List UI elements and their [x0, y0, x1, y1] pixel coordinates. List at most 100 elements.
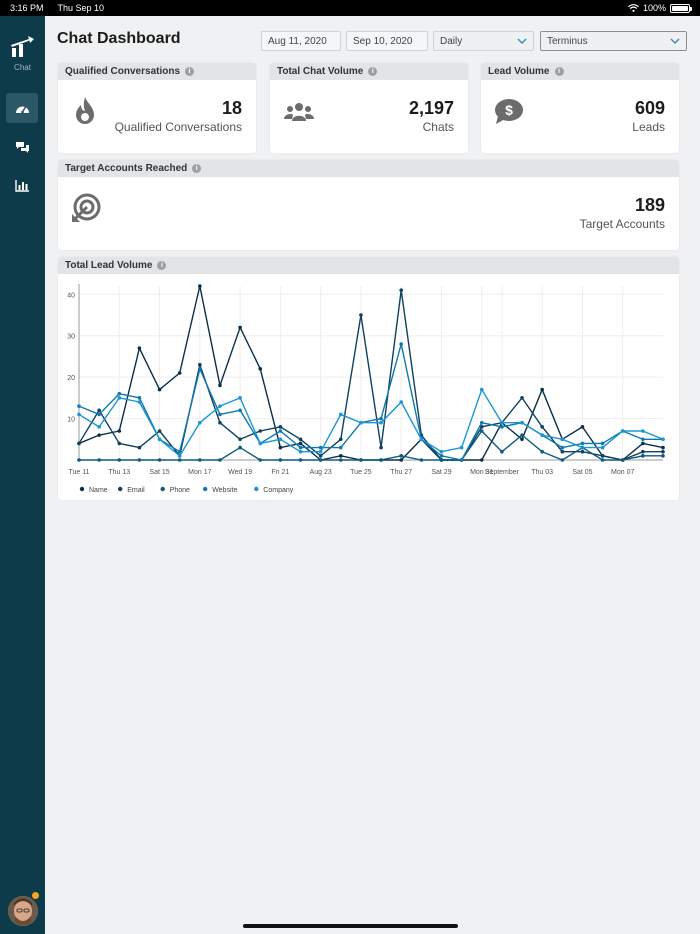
interval-select[interactable]: Daily	[433, 31, 534, 51]
status-date: Thu Sep 10	[57, 3, 105, 13]
data-point-phone	[318, 458, 323, 462]
data-point-website	[97, 412, 101, 417]
data-point-email	[661, 449, 665, 454]
legend-label-company: Company	[263, 487, 293, 494]
data-point-website	[580, 441, 585, 446]
kpi-label: Chats	[422, 120, 454, 134]
info-icon[interactable]: i	[554, 67, 564, 76]
data-point-phone	[520, 433, 524, 437]
kpi-value: 2,197	[408, 98, 454, 118]
data-point-company	[278, 437, 283, 442]
info-icon[interactable]: i	[157, 261, 167, 270]
lead-volume-chart: 10 20 30 40 Tue 11 Thu 13 Sat 15 Mon 17 Wed 19 Fr…	[67, 284, 665, 494]
status-right: 100%	[628, 3, 692, 13]
data-point-phone	[359, 458, 363, 462]
data-point-name	[97, 433, 101, 437]
data-point-phone	[620, 458, 625, 462]
data-point-phone	[560, 458, 565, 462]
data-point-website	[600, 441, 605, 446]
data-point-email	[318, 454, 323, 458]
data-point-website	[77, 404, 81, 408]
x-tick-label: Wed 19	[228, 469, 252, 476]
data-point-company	[459, 445, 464, 450]
terminus-logo-icon[interactable]	[10, 36, 35, 58]
sidebar-item-dashboard[interactable]	[6, 93, 38, 123]
data-point-phone	[218, 458, 222, 462]
chevron-down-icon	[517, 38, 527, 44]
data-point-email	[379, 445, 383, 450]
page-title: Chat Dashboard	[57, 30, 181, 47]
sidebar-item-reports[interactable]	[6, 171, 38, 201]
home-indicator	[243, 924, 458, 928]
data-point-company	[379, 420, 383, 425]
data-point-company	[318, 449, 323, 454]
y-tick-label: 30	[67, 334, 75, 341]
x-tick-label: Thu 13	[108, 469, 130, 476]
end-date-input[interactable]: Sep 10, 2020	[346, 31, 428, 51]
account-select[interactable]: Terminus	[540, 31, 687, 51]
x-tick-label: Mon 07	[611, 469, 634, 476]
data-point-company	[520, 420, 524, 425]
x-tick-label: September	[485, 469, 520, 476]
data-point-email	[359, 313, 363, 317]
data-point-email	[600, 454, 605, 458]
x-tick-label: Sat 15	[149, 469, 169, 476]
x-tick-label: Sat 29	[431, 469, 451, 476]
lead-volume-card: Lead Volume i $ 609 Leads	[481, 63, 679, 153]
data-point-company	[641, 429, 645, 433]
account-value: Terminus	[547, 35, 588, 47]
info-icon[interactable]: i	[368, 67, 378, 76]
x-tick-label: Tue 11	[68, 469, 89, 476]
data-point-name	[278, 445, 283, 450]
info-icon[interactable]: i	[185, 67, 195, 76]
data-point-email	[198, 362, 202, 367]
data-point-company	[198, 420, 202, 425]
interval-value: Daily	[440, 35, 463, 47]
legend-label-name: Name	[89, 487, 108, 494]
sidebar-item-conversations[interactable]	[6, 132, 38, 162]
total-chat-volume-card: Total Chat Volume i 2,197 Chats	[270, 63, 468, 153]
data-point-email	[580, 449, 585, 454]
card-title: Total Chat Volume	[277, 66, 364, 77]
battery-icon	[670, 3, 692, 13]
legend-label-website: Website	[212, 487, 237, 494]
data-point-name	[338, 454, 343, 458]
data-point-company	[500, 420, 504, 425]
data-point-email	[298, 437, 303, 442]
data-point-phone	[238, 445, 242, 450]
flame-icon	[76, 97, 94, 124]
data-point-website	[117, 391, 122, 396]
data-point-website	[459, 458, 464, 462]
user-avatar[interactable]	[8, 896, 38, 926]
data-point-name	[580, 425, 585, 429]
data-point-website	[479, 420, 484, 425]
card-title: Lead Volume	[488, 66, 550, 77]
data-point-email	[560, 449, 565, 454]
data-point-phone	[661, 454, 665, 458]
data-point-name	[540, 387, 544, 392]
data-point-phone	[278, 458, 283, 462]
data-point-website	[238, 408, 242, 413]
data-point-website	[298, 445, 303, 450]
data-point-phone	[198, 458, 202, 462]
svg-text:$: $	[505, 102, 513, 118]
data-point-company	[359, 420, 363, 425]
data-point-company	[479, 387, 484, 392]
info-icon[interactable]: i	[192, 164, 202, 173]
card-header: Qualified Conversations i	[58, 63, 256, 80]
data-point-website	[500, 425, 504, 429]
chat-bubbles-icon	[15, 141, 29, 153]
x-tick-label: Mon 31	[470, 469, 493, 476]
x-tick-label: Mon 17	[188, 469, 211, 476]
legend-marker-email	[118, 486, 123, 492]
data-point-website	[218, 412, 222, 417]
data-point-email	[399, 288, 404, 292]
x-tick-label: Fri 21	[271, 469, 289, 476]
data-point-company	[177, 454, 182, 458]
start-date-input[interactable]: Aug 11, 2020	[261, 31, 341, 51]
notification-badge	[31, 891, 40, 900]
data-point-name	[661, 445, 665, 450]
data-point-phone	[399, 454, 404, 458]
data-point-company	[137, 400, 142, 404]
data-point-email	[520, 396, 524, 400]
